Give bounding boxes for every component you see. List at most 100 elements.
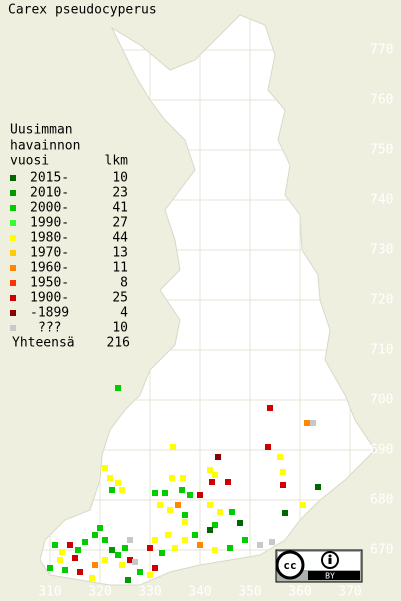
observation xyxy=(122,545,128,551)
y-tick-label: 670 xyxy=(370,543,393,558)
observation xyxy=(192,532,198,538)
observation xyxy=(237,520,243,526)
observation xyxy=(72,555,78,561)
observation xyxy=(119,487,125,493)
observation xyxy=(62,567,68,573)
legend-heading: Uusimman xyxy=(10,123,73,138)
observation xyxy=(102,537,108,543)
observation xyxy=(280,482,286,488)
legend-total-label: Yhteensä xyxy=(12,336,75,351)
observation xyxy=(212,522,218,528)
legend-swatch xyxy=(10,295,16,301)
observation xyxy=(257,542,263,548)
observation xyxy=(172,545,178,551)
x-tick-label: 330 xyxy=(138,585,161,600)
legend-label: 2010- xyxy=(30,186,69,201)
observation xyxy=(187,492,193,498)
y-tick-label: 680 xyxy=(370,493,393,508)
observation xyxy=(179,487,185,493)
legend-count: 10 xyxy=(112,171,128,186)
legend-swatch xyxy=(10,205,16,211)
observation xyxy=(92,562,98,568)
observation xyxy=(137,569,143,575)
legend-swatch xyxy=(10,175,16,181)
svg-text:cc: cc xyxy=(283,559,296,572)
observation xyxy=(102,557,108,563)
observation xyxy=(152,537,158,543)
observation xyxy=(207,467,213,473)
observation xyxy=(127,557,133,563)
legend-swatch xyxy=(10,220,16,226)
observation xyxy=(109,487,115,493)
observation xyxy=(157,502,163,508)
legend-swatch xyxy=(10,265,16,271)
observation xyxy=(170,444,176,450)
observation xyxy=(282,510,288,516)
x-tick-label: 370 xyxy=(338,585,361,600)
observation xyxy=(115,385,121,391)
observation xyxy=(225,479,231,485)
license-badge: cc BY xyxy=(275,549,363,583)
x-tick-label: 340 xyxy=(188,585,211,600)
observation xyxy=(310,420,316,426)
legend-count: 8 xyxy=(120,276,128,291)
legend-label: 2000- xyxy=(30,201,69,216)
observation xyxy=(152,490,158,496)
observation xyxy=(132,559,138,565)
observation xyxy=(119,562,125,568)
legend-label: 1990- xyxy=(30,216,69,231)
legend-count: 41 xyxy=(112,201,128,216)
observation xyxy=(267,405,273,411)
observation xyxy=(280,469,286,475)
observation xyxy=(269,539,275,545)
y-tick-label: 770 xyxy=(370,43,393,58)
observation xyxy=(209,479,215,485)
observation xyxy=(52,542,58,548)
observation xyxy=(315,484,321,490)
x-tick-label: 350 xyxy=(238,585,261,600)
y-tick-label: 700 xyxy=(370,393,393,408)
observation xyxy=(212,547,218,553)
observation xyxy=(207,527,213,533)
y-tick-label: 690 xyxy=(370,443,393,458)
x-tick-label: 320 xyxy=(88,585,111,600)
title: Carex pseudocyperus xyxy=(8,3,157,18)
observation xyxy=(215,454,221,460)
observation xyxy=(102,465,108,471)
observation xyxy=(182,537,188,543)
observation xyxy=(77,569,83,575)
observation xyxy=(182,519,188,525)
legend-swatch xyxy=(10,325,16,331)
y-tick-label: 710 xyxy=(370,343,393,358)
legend-swatch xyxy=(10,310,16,316)
observation xyxy=(207,502,213,508)
observation xyxy=(107,475,113,481)
legend-heading: havainnon xyxy=(10,139,80,154)
observation xyxy=(182,512,188,518)
observation xyxy=(82,539,88,545)
legend-count: 44 xyxy=(112,231,128,246)
legend-count: 10 xyxy=(112,321,128,336)
observation xyxy=(127,537,133,543)
legend-swatch xyxy=(10,280,16,286)
legend-total: 216 xyxy=(107,336,130,351)
observation xyxy=(147,572,153,578)
legend-swatch xyxy=(10,190,16,196)
legend-swatch xyxy=(10,235,16,241)
x-tick-label: 310 xyxy=(38,585,61,600)
observation xyxy=(92,532,98,538)
legend-count: 23 xyxy=(112,186,128,201)
legend-label: 1900- xyxy=(30,291,69,306)
observation xyxy=(277,454,283,460)
legend-count: 25 xyxy=(112,291,128,306)
legend-count: 4 xyxy=(120,306,128,321)
legend-count: 11 xyxy=(112,261,128,276)
observation xyxy=(152,565,158,571)
observation xyxy=(59,549,65,555)
observation xyxy=(57,557,63,563)
legend-count: 27 xyxy=(112,216,128,231)
legend-swatch xyxy=(10,250,16,256)
legend-label: -1899 xyxy=(30,306,69,321)
license-label: BY xyxy=(325,572,335,581)
observation xyxy=(109,547,115,553)
